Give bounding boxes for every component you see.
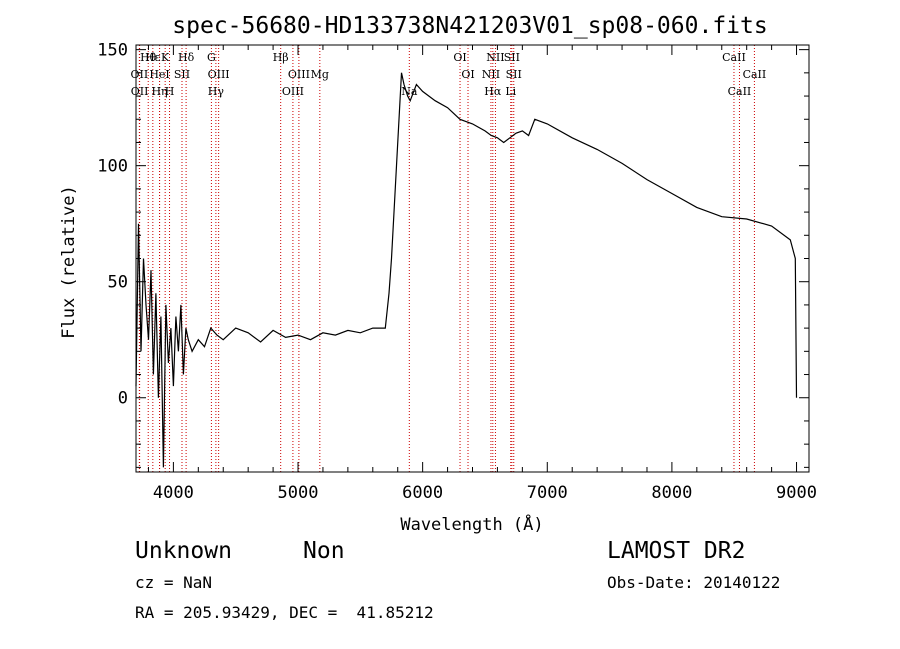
x-tick-label: 4000 bbox=[153, 483, 194, 503]
coordinates: RA = 205.93429, DEC = 41.85212 bbox=[135, 603, 434, 622]
plot-area-frame bbox=[135, 44, 810, 473]
spectral-line-label: Hδ bbox=[178, 51, 195, 64]
spectral-line-label: Hγ bbox=[208, 85, 225, 98]
spectral-line-label: OIII bbox=[282, 85, 304, 98]
spectral-line-label: Hα bbox=[484, 85, 502, 98]
spectral-line-label: H bbox=[165, 85, 175, 98]
spectral-line-label: Hθ bbox=[140, 51, 157, 64]
object-class: Unknown bbox=[135, 538, 232, 564]
spectral-line-label: NII bbox=[486, 51, 504, 64]
spectral-line-label: Hε bbox=[145, 51, 161, 64]
spectral-line-label: CaII bbox=[743, 68, 767, 81]
chart-title: spec-56680-HD133738N421203V01_sp08-060.f… bbox=[172, 13, 767, 39]
spectral-line-label: CaII bbox=[722, 51, 746, 64]
spectral-line-label: OII bbox=[131, 68, 149, 81]
spectral-line-label: K bbox=[161, 51, 170, 64]
spectrum-series-line bbox=[135, 72, 798, 468]
spectral-line-label: OII bbox=[131, 85, 149, 98]
spectral-line-labels: Hθ OII OII Hε HeI Hη K SII H Hδ OIII Hγ G OIII OIII Hβ M… bbox=[131, 51, 767, 98]
x-axis-label: Wavelength (Å) bbox=[400, 513, 543, 535]
y-tick-label: 100 bbox=[97, 157, 128, 177]
survey-name: LAMOST DR2 bbox=[607, 538, 746, 564]
spectral-line-label: OIII bbox=[288, 68, 310, 81]
redshift-cz: cz = NaN bbox=[135, 573, 213, 592]
x-tick-label: 6000 bbox=[402, 483, 443, 503]
spectral-line-markers bbox=[138, 45, 755, 472]
spectral-line-label: Hη bbox=[151, 85, 167, 98]
y-tick-label: 150 bbox=[97, 41, 128, 61]
y-tick-label: 50 bbox=[108, 273, 128, 293]
object-subclass: Non bbox=[303, 538, 345, 564]
spectral-line-label: OIII bbox=[208, 68, 230, 81]
spectral-line-label: NII bbox=[482, 68, 500, 81]
spectral-line-label: Mg bbox=[311, 68, 329, 81]
spectral-line-label: HeI bbox=[149, 68, 169, 81]
y-axis-label: Flux (relative) bbox=[59, 185, 79, 339]
spectral-line-label: SII bbox=[506, 68, 522, 81]
spectral-line-label: SII bbox=[174, 68, 190, 81]
x-axis: 4000 5000 6000 7000 8000 9000 bbox=[147, 45, 817, 503]
y-tick-label: 0 bbox=[118, 389, 128, 409]
spectral-line-label: Hβ bbox=[273, 51, 289, 64]
observation-date: Obs-Date: 20140122 bbox=[607, 573, 781, 592]
spectral-line-label: G bbox=[207, 51, 216, 64]
spectral-line-label: CaII bbox=[728, 85, 752, 98]
x-tick-label: 9000 bbox=[776, 483, 817, 503]
x-tick-label: 8000 bbox=[651, 483, 692, 503]
y-axis: 0 50 100 150 bbox=[97, 41, 809, 468]
spectral-line-label: Li bbox=[505, 85, 516, 98]
spectral-line-label: OI bbox=[461, 68, 474, 81]
spectral-line-label: SII bbox=[504, 51, 520, 64]
x-tick-label: 7000 bbox=[527, 483, 568, 503]
spectral-line-label: OI bbox=[453, 51, 466, 64]
x-tick-label: 5000 bbox=[278, 483, 319, 503]
